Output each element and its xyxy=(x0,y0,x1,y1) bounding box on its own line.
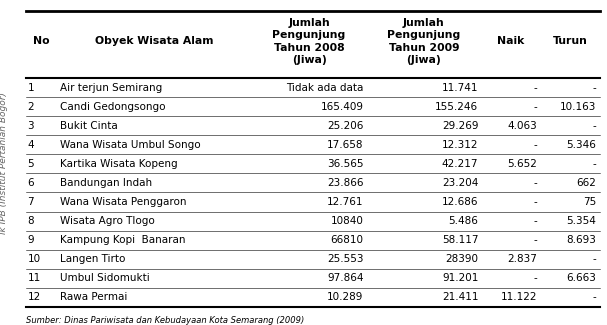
Text: 23.866: 23.866 xyxy=(327,178,364,188)
Text: Kampung Kopi  Banaran: Kampung Kopi Banaran xyxy=(60,235,185,245)
Text: -: - xyxy=(593,121,597,131)
Text: 5.486: 5.486 xyxy=(449,216,478,226)
Text: Tidak ada data: Tidak ada data xyxy=(286,83,364,93)
Text: 12.312: 12.312 xyxy=(442,140,478,150)
Text: 28390: 28390 xyxy=(446,254,478,264)
Text: 10: 10 xyxy=(27,254,41,264)
Text: Bandungan Indah: Bandungan Indah xyxy=(60,178,152,188)
Text: 97.864: 97.864 xyxy=(327,273,364,283)
Text: 12: 12 xyxy=(27,292,41,302)
Text: Sumber: Dinas Pariwisata dan Kebudayaan Kota Semarang (2009): Sumber: Dinas Pariwisata dan Kebudayaan … xyxy=(25,316,304,325)
Text: -: - xyxy=(593,254,597,264)
Text: 11: 11 xyxy=(27,273,41,283)
Text: 12.761: 12.761 xyxy=(327,197,364,207)
Text: -: - xyxy=(534,235,537,245)
Text: Wana Wisata Umbul Songo: Wana Wisata Umbul Songo xyxy=(60,140,200,150)
Text: 2.837: 2.837 xyxy=(507,254,537,264)
Text: 4: 4 xyxy=(27,140,34,150)
Text: 5.652: 5.652 xyxy=(507,159,537,169)
Text: -: - xyxy=(534,102,537,112)
Text: -: - xyxy=(534,197,537,207)
Text: 75: 75 xyxy=(583,197,597,207)
Text: -: - xyxy=(534,273,537,283)
Text: 10840: 10840 xyxy=(331,216,364,226)
Text: 4.063: 4.063 xyxy=(507,121,537,131)
Text: 2: 2 xyxy=(27,102,34,112)
Text: No: No xyxy=(33,36,50,46)
Text: -: - xyxy=(593,83,597,93)
Text: -: - xyxy=(534,83,537,93)
Text: 8.693: 8.693 xyxy=(567,235,597,245)
Text: -: - xyxy=(534,216,537,226)
Text: ik IPB (Institut Pertanian Bogor): ik IPB (Institut Pertanian Bogor) xyxy=(0,92,7,233)
Text: 11.122: 11.122 xyxy=(501,292,537,302)
Text: 21.411: 21.411 xyxy=(442,292,478,302)
Text: Air terjun Semirang: Air terjun Semirang xyxy=(60,83,162,93)
Text: Wisata Agro Tlogo: Wisata Agro Tlogo xyxy=(60,216,155,226)
Text: Obyek Wisata Alam: Obyek Wisata Alam xyxy=(95,36,214,46)
Text: Jumlah
Pengunjung
Tahun 2009
(Jiwa): Jumlah Pengunjung Tahun 2009 (Jiwa) xyxy=(387,18,461,65)
Text: 165.409: 165.409 xyxy=(320,102,364,112)
Text: 10.163: 10.163 xyxy=(560,102,597,112)
Text: 25.553: 25.553 xyxy=(327,254,364,264)
Text: 662: 662 xyxy=(577,178,597,188)
Text: 3: 3 xyxy=(27,121,34,131)
Text: Jumlah
Pengunjung
Tahun 2008
(Jiwa): Jumlah Pengunjung Tahun 2008 (Jiwa) xyxy=(273,18,346,65)
Text: 23.204: 23.204 xyxy=(442,178,478,188)
Text: 42.217: 42.217 xyxy=(442,159,478,169)
Text: 5: 5 xyxy=(27,159,34,169)
Text: 1: 1 xyxy=(27,83,34,93)
Text: Langen Tirto: Langen Tirto xyxy=(60,254,125,264)
Text: Naik: Naik xyxy=(497,36,524,46)
Text: Kartika Wisata Kopeng: Kartika Wisata Kopeng xyxy=(60,159,177,169)
Text: 9: 9 xyxy=(27,235,34,245)
Text: Candi Gedongsongo: Candi Gedongsongo xyxy=(60,102,165,112)
Text: 12.686: 12.686 xyxy=(442,197,478,207)
Text: 25.206: 25.206 xyxy=(327,121,364,131)
Text: Rawa Permai: Rawa Permai xyxy=(60,292,127,302)
Text: -: - xyxy=(593,292,597,302)
Text: 29.269: 29.269 xyxy=(442,121,478,131)
Text: 58.117: 58.117 xyxy=(442,235,478,245)
Text: Wana Wisata Penggaron: Wana Wisata Penggaron xyxy=(60,197,186,207)
Text: -: - xyxy=(534,178,537,188)
Text: Umbul Sidomukti: Umbul Sidomukti xyxy=(60,273,150,283)
Text: 155.246: 155.246 xyxy=(435,102,478,112)
Text: 66810: 66810 xyxy=(330,235,364,245)
Text: Turun: Turun xyxy=(552,36,588,46)
Text: -: - xyxy=(593,159,597,169)
Text: 10.289: 10.289 xyxy=(327,292,364,302)
Text: 91.201: 91.201 xyxy=(442,273,478,283)
Text: -: - xyxy=(534,140,537,150)
Text: 5.346: 5.346 xyxy=(567,140,597,150)
Text: 17.658: 17.658 xyxy=(327,140,364,150)
Text: 36.565: 36.565 xyxy=(327,159,364,169)
Text: 11.741: 11.741 xyxy=(442,83,478,93)
Text: 8: 8 xyxy=(27,216,34,226)
Text: Bukit Cinta: Bukit Cinta xyxy=(60,121,118,131)
Text: 7: 7 xyxy=(27,197,34,207)
Text: 5.354: 5.354 xyxy=(567,216,597,226)
Text: 6.663: 6.663 xyxy=(567,273,597,283)
Text: 6: 6 xyxy=(27,178,34,188)
